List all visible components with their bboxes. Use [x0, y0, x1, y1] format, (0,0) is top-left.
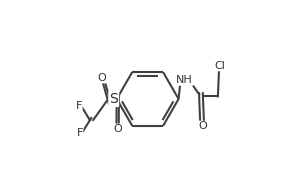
Text: O: O — [198, 121, 207, 131]
Text: NH: NH — [176, 75, 193, 85]
Text: F: F — [76, 101, 82, 111]
Text: O: O — [97, 73, 106, 83]
Text: Cl: Cl — [214, 61, 225, 71]
Text: O: O — [114, 124, 123, 134]
Text: S: S — [109, 92, 118, 106]
Text: F: F — [76, 128, 83, 138]
